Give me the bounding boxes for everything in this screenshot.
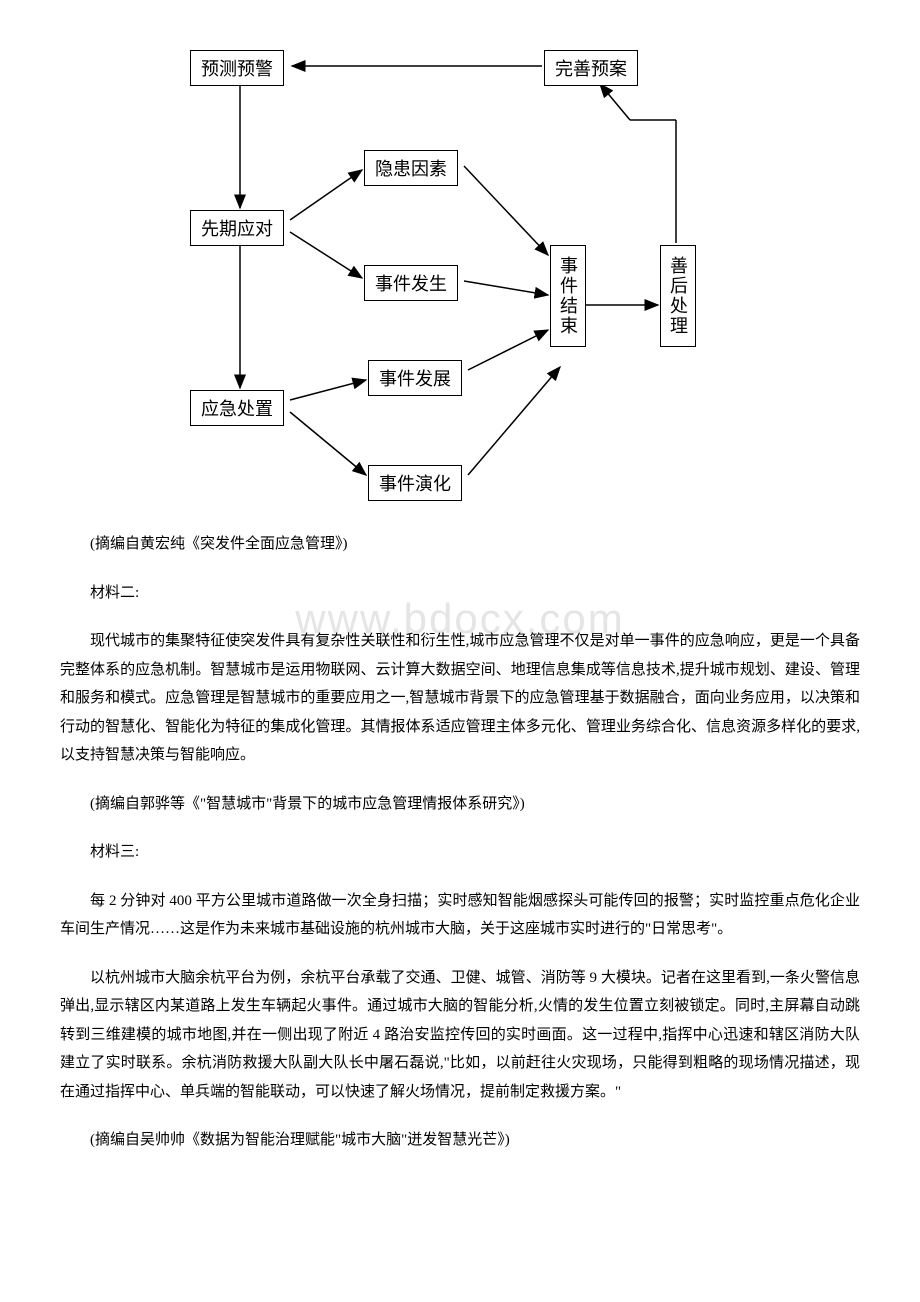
node-hidden-danger: 隐患因素 (364, 150, 458, 186)
node-event-develop: 事件发展 (368, 360, 462, 396)
paragraph-material-3a: 每 2 分钟对 400 平方公里城市道路做一次全身扫描；实时感知智能烟感探头可能… (60, 887, 860, 944)
node-event-evolution: 事件演化 (368, 465, 462, 501)
node-emergency-disposal: 应急处置 (190, 390, 284, 426)
node-event-end: 事件结束 (550, 245, 586, 347)
paragraph-material-3b: 以杭州城市大脑余杭平台为例，余杭平台承载了交通、卫健、城管、消防等 9 大模块。… (60, 964, 860, 1107)
citation-1: (摘编自黄宏纯《突发件全面应急管理》) (60, 530, 860, 559)
heading-material-2: 材料二: (60, 579, 860, 608)
heading-material-3: 材料三: (60, 838, 860, 867)
paragraph-material-2: 现代城市的集聚特征使突发件具有复杂性关联性和衍生性,城市应急管理不仅是对单一事件… (60, 627, 860, 770)
node-event-occur: 事件发生 (364, 265, 458, 301)
flowchart: 预测预警 先期应对 应急处置 隐患因素 事件发生 事件发展 事件演化 事件结束 … (160, 40, 760, 500)
citation-3: (摘编自吴帅帅《数据为智能治理赋能"城市大脑"迸发智慧光芒》) (60, 1126, 860, 1155)
node-improve-plan: 完善预案 (544, 50, 638, 86)
node-aftermath: 善后处理 (660, 245, 696, 347)
node-prediction: 预测预警 (190, 50, 284, 86)
citation-2: (摘编自郭骅等《"智慧城市"背景下的城市应急管理情报体系研究》) (60, 790, 860, 819)
node-early-response: 先期应对 (190, 210, 284, 246)
